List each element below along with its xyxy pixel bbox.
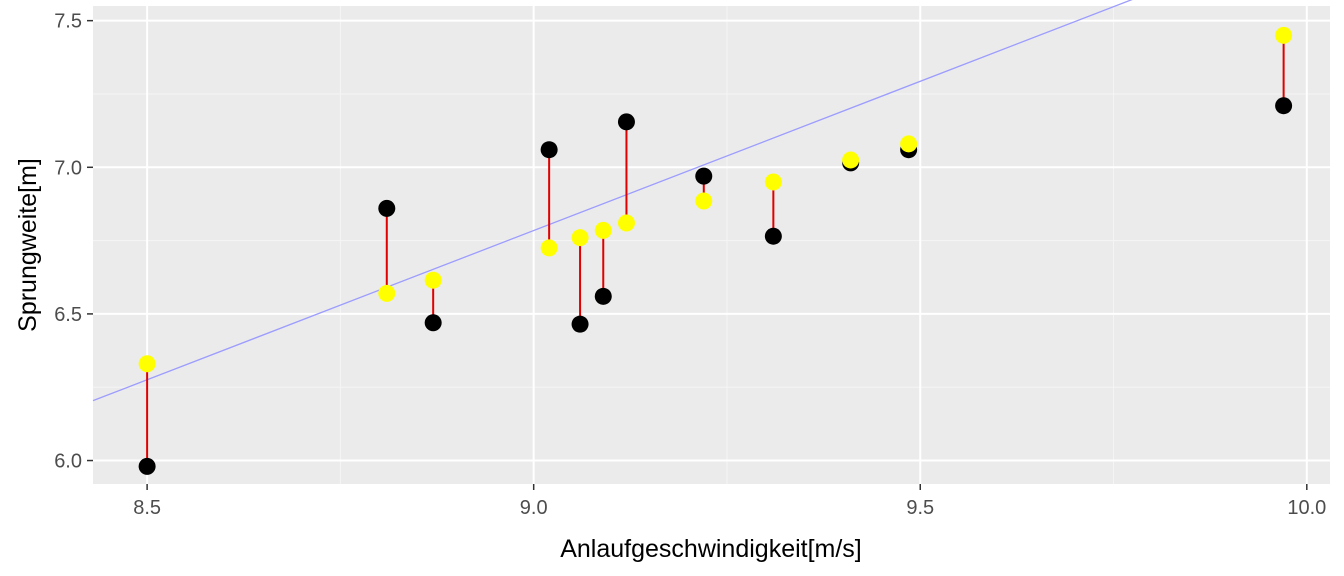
fitted-point [594,221,612,239]
grid-minor [93,6,1330,484]
y-tick-label: 7.5 [54,11,82,33]
y-tick-label: 6.0 [54,451,82,473]
x-tick-label: 10.0 [1287,497,1326,519]
plot-panel [93,6,1330,484]
x-tick-label: 8.5 [133,497,161,519]
observed-point [424,314,442,332]
observed-points [138,97,1293,475]
fitted-points [138,26,1293,373]
fitted-point [571,229,589,247]
x-axis-ticks: 8.5 9.0 9.5 10.0 [133,484,1326,519]
x-axis-title: Anlaufgeschwindigkeit[m/s] [560,535,862,563]
observed-point [1275,97,1293,115]
y-tick-label: 7.0 [54,157,82,179]
observed-point [378,199,396,217]
observed-point [695,167,713,185]
x-tick-label: 9.5 [906,497,934,519]
y-axis-ticks: 6.0 6.5 7.0 7.5 [54,11,93,473]
observed-point [571,315,589,333]
fitted-point [900,135,918,153]
fitted-point [138,355,156,373]
fitted-point [764,173,782,191]
y-axis-title: Sprungweite[m] [14,158,42,332]
fitted-point [695,192,713,210]
fitted-point [540,239,558,257]
y-tick-label: 6.5 [54,304,82,326]
observed-point [138,457,156,475]
fitted-point [617,214,635,232]
regression-line [92,0,1133,402]
fitted-point [1275,26,1293,44]
observed-point [594,287,612,305]
observed-point [540,141,558,159]
x-tick-label: 9.0 [520,497,548,519]
grid-major [93,6,1330,484]
fitted-point [378,284,396,302]
fitted-point [424,271,442,289]
observed-point [617,113,635,131]
fitted-point [842,151,860,169]
observed-point [764,227,782,245]
